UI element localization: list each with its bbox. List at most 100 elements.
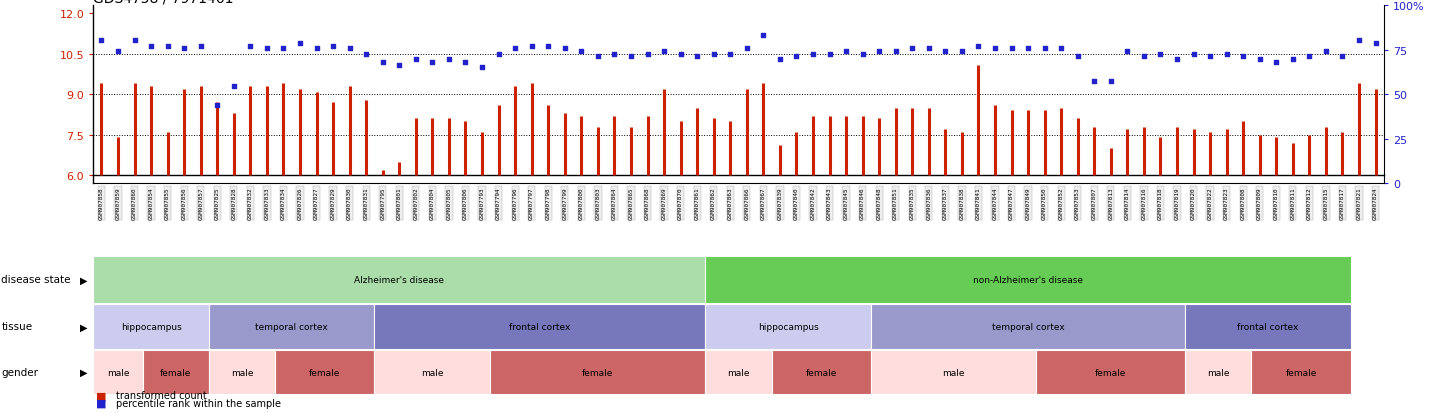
Bar: [93, 304, 209, 349]
Point: [1166, 57, 1189, 63]
Bar: [1186, 350, 1252, 394]
Bar: [706, 256, 1351, 304]
Text: female: female: [582, 368, 614, 377]
Text: GSM907830: GSM907830: [347, 187, 353, 220]
Point: [619, 54, 642, 61]
Text: GSM907854: GSM907854: [149, 187, 153, 220]
Text: male: male: [727, 368, 750, 377]
Text: male: male: [1207, 368, 1229, 377]
Point: [718, 51, 741, 58]
Text: GSM907853: GSM907853: [1076, 187, 1080, 220]
Text: GSM907831: GSM907831: [364, 187, 369, 220]
Point: [288, 40, 311, 47]
Point: [1298, 54, 1321, 61]
Text: female: female: [161, 368, 192, 377]
Point: [967, 43, 989, 50]
Text: tissue: tissue: [1, 322, 33, 332]
Text: GSM907867: GSM907867: [761, 187, 766, 220]
Text: GSM907851: GSM907851: [893, 187, 898, 220]
Text: GSM907826: GSM907826: [297, 187, 303, 220]
Bar: [93, 256, 706, 304]
Bar: [1252, 350, 1351, 394]
Bar: [870, 350, 1037, 394]
Point: [1331, 54, 1354, 61]
Text: female: female: [1285, 368, 1316, 377]
Point: [637, 51, 660, 58]
Bar: [275, 350, 374, 394]
Text: GSM907843: GSM907843: [827, 187, 832, 220]
Point: [951, 49, 974, 55]
Text: GSM907863: GSM907863: [727, 187, 733, 220]
Point: [387, 62, 410, 69]
Point: [1364, 40, 1387, 47]
Text: GSM907864: GSM907864: [612, 187, 617, 220]
Point: [1248, 57, 1271, 63]
Text: gender: gender: [1, 367, 39, 377]
Text: GSM907832: GSM907832: [248, 187, 252, 220]
Text: GSM907842: GSM907842: [810, 187, 816, 220]
Bar: [870, 304, 1186, 349]
Text: GSM907800: GSM907800: [579, 187, 584, 220]
Text: GSM907802: GSM907802: [413, 187, 419, 220]
Text: GSM907801: GSM907801: [397, 187, 402, 220]
Text: GSM907855: GSM907855: [165, 187, 171, 220]
Text: GSM907804: GSM907804: [430, 187, 435, 220]
Bar: [1186, 304, 1351, 349]
Text: GSM907817: GSM907817: [1339, 187, 1345, 220]
Bar: [706, 304, 870, 349]
Text: ▶: ▶: [80, 367, 87, 377]
Text: GSM907852: GSM907852: [1058, 187, 1064, 220]
Text: GSM907825: GSM907825: [215, 187, 219, 220]
Point: [885, 49, 908, 55]
Text: GDS4758 / 7971461: GDS4758 / 7971461: [93, 0, 234, 5]
Point: [652, 49, 675, 55]
Text: GSM907824: GSM907824: [1372, 187, 1378, 220]
Bar: [209, 350, 275, 394]
Bar: [93, 350, 143, 394]
Bar: [490, 350, 706, 394]
Text: GSM907812: GSM907812: [1306, 187, 1312, 220]
Text: ■: ■: [96, 390, 106, 400]
Point: [305, 46, 328, 52]
Text: GSM907849: GSM907849: [1025, 187, 1031, 220]
Text: GSM907839: GSM907839: [777, 187, 783, 220]
Text: frontal cortex: frontal cortex: [509, 322, 571, 331]
Text: GSM907870: GSM907870: [678, 187, 683, 220]
Point: [422, 59, 445, 66]
Text: GSM907847: GSM907847: [1010, 187, 1014, 220]
Point: [189, 43, 212, 50]
Point: [172, 46, 195, 52]
Text: GSM907862: GSM907862: [711, 187, 716, 220]
Point: [685, 54, 708, 61]
Text: GSM907860: GSM907860: [132, 187, 138, 220]
Text: GSM907798: GSM907798: [546, 187, 551, 220]
Bar: [209, 304, 374, 349]
Point: [835, 49, 858, 55]
Text: GSM907793: GSM907793: [479, 187, 485, 220]
Text: GSM907857: GSM907857: [198, 187, 204, 220]
Point: [569, 49, 592, 55]
Text: female: female: [310, 368, 340, 377]
Text: ■: ■: [96, 398, 106, 408]
Text: female: female: [1096, 368, 1127, 377]
Point: [503, 46, 526, 52]
Text: GSM907837: GSM907837: [942, 187, 948, 220]
Point: [934, 49, 956, 55]
Text: GSM907846: GSM907846: [860, 187, 865, 220]
Point: [1265, 59, 1288, 66]
Point: [90, 38, 113, 45]
Text: GSM907869: GSM907869: [661, 187, 667, 220]
Text: male: male: [942, 368, 965, 377]
Point: [536, 43, 559, 50]
Text: GSM907844: GSM907844: [992, 187, 998, 220]
Point: [1282, 57, 1305, 63]
Point: [901, 46, 923, 52]
Text: GSM907845: GSM907845: [843, 187, 849, 220]
Point: [1083, 78, 1106, 85]
Text: GSM907821: GSM907821: [1357, 187, 1361, 220]
Point: [222, 83, 245, 90]
Text: GSM907836: GSM907836: [926, 187, 931, 220]
Point: [272, 46, 295, 52]
Text: hippocampus: hippocampus: [120, 322, 182, 331]
Text: temporal cortex: temporal cortex: [992, 322, 1064, 331]
